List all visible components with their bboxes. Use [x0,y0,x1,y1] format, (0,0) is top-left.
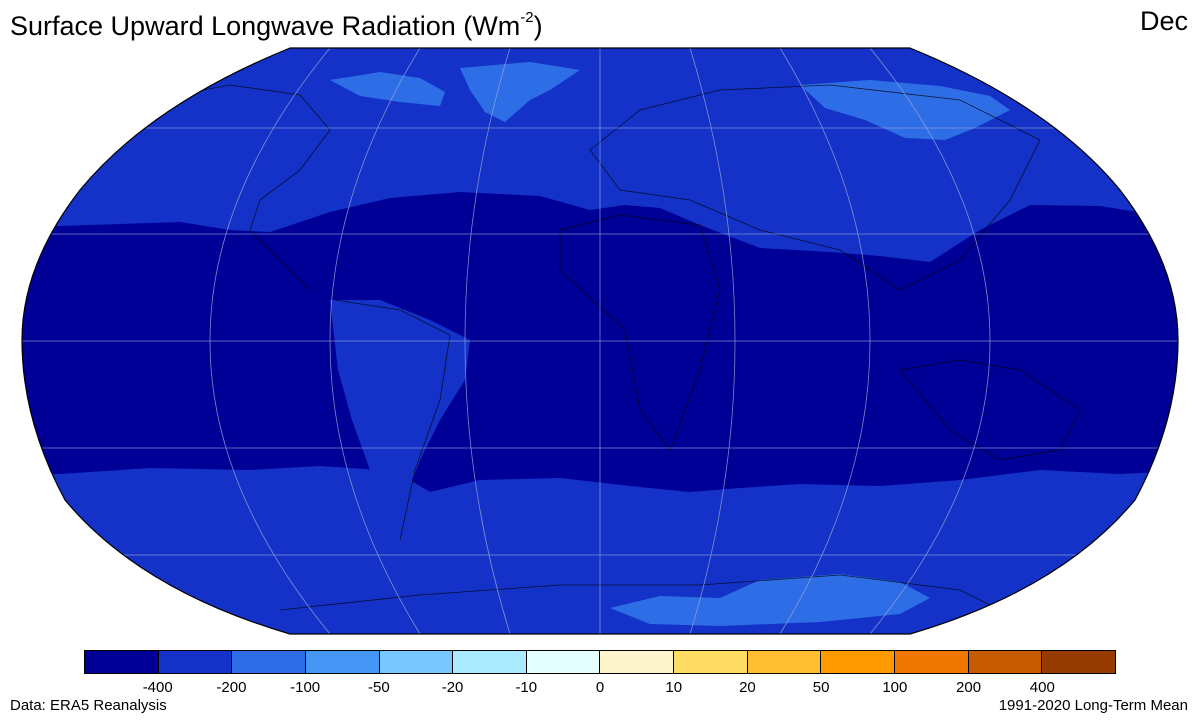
colorbar-swatch [747,651,822,673]
map-title-close: ) [533,11,543,41]
colorbar-swatch [379,651,454,673]
colorbar-swatch [600,651,675,673]
colorbar-tick-label: 0 [595,679,605,696]
colorbar-tick-label: -50 [368,679,390,696]
colorbar-swatch [85,651,159,673]
colorbar-tick-label: 400 [1029,679,1055,696]
colorbar-swatch [453,651,527,673]
colorbar-tick-label: -20 [441,679,464,696]
colorbar-swatch [821,651,896,673]
colorbar-swatch [232,651,306,673]
month-label: Dec [1139,6,1188,36]
colorbar-tick-label: -400 [142,679,173,696]
colorbar-tick-label: -10 [515,679,538,696]
colorbar-swatch [968,651,1043,673]
map-title-exponent: -2 [520,9,534,26]
colorbar-swatch [1042,651,1115,673]
globe-outline [21,47,1179,635]
colorbar-tick-label: 100 [882,679,908,696]
greenland-cold-region [460,62,580,122]
canadian-arctic-cold-region [330,72,445,106]
data-source-label: Data: ERA5 Reanalysis [10,697,167,714]
colorbar-swatch [526,651,601,673]
colorbar-swatch [674,651,748,673]
period-label: 1991-2020 Long-Term Mean [998,697,1188,714]
colorbar-tick-label: -100 [290,679,321,696]
colorbar-swatch [305,651,380,673]
colorbar-swatch [895,651,969,673]
map-title-text: Surface Upward Longwave Radiation (Wm [10,11,521,41]
colorbar [84,650,1116,674]
world-map [21,47,1179,635]
antarctica-cold-region [610,574,930,626]
colorbar-tick-label: 10 [665,679,683,696]
map-title: Surface Upward Longwave Radiation (Wm-2) [10,4,543,43]
colorbar-tick-label: 200 [956,679,982,696]
continent-outlines [149,84,1081,611]
south-america-land [330,300,470,540]
colorbar-tick-label: 50 [812,679,830,696]
colorbar-tick-label: 20 [739,679,756,696]
colorbar-tick-label: -200 [216,679,247,696]
graticule [22,48,1178,634]
siberia-cold-region [800,80,1010,140]
colorbar-swatch [158,651,233,673]
